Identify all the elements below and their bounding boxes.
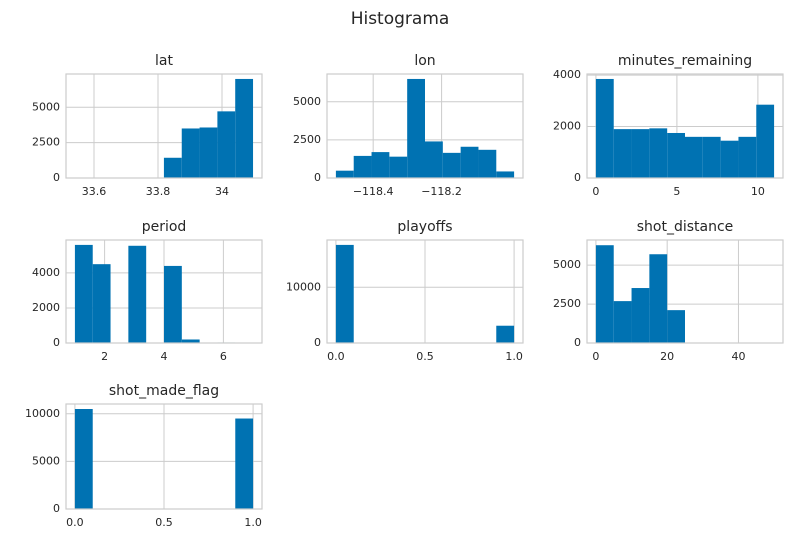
y-tick-label: 0 bbox=[53, 336, 60, 349]
bar bbox=[163, 157, 182, 178]
bar bbox=[496, 171, 515, 178]
bar bbox=[181, 339, 200, 343]
y-tick-label: 0 bbox=[314, 171, 321, 184]
axes-frame bbox=[586, 73, 784, 179]
subplot-title: lon bbox=[414, 53, 435, 69]
bar bbox=[667, 310, 685, 343]
x-tick-label: 0.0 bbox=[66, 516, 84, 529]
y-tick-label: 0 bbox=[53, 502, 60, 515]
bar bbox=[335, 170, 354, 178]
x-tick-label: 33.6 bbox=[82, 185, 107, 198]
y-tick-label: 10000 bbox=[286, 280, 321, 293]
y-tick-label: 4000 bbox=[32, 266, 60, 279]
bar bbox=[74, 409, 93, 509]
subplot-title: playoffs bbox=[397, 219, 452, 235]
bar bbox=[595, 78, 614, 178]
bar bbox=[649, 254, 668, 343]
bar bbox=[756, 104, 775, 178]
y-tick-label: 2000 bbox=[553, 120, 581, 133]
bar bbox=[631, 129, 650, 178]
bar bbox=[164, 265, 182, 343]
bar bbox=[217, 111, 236, 178]
bar bbox=[371, 152, 390, 178]
y-tick-label: 2500 bbox=[553, 297, 581, 310]
bar bbox=[702, 136, 721, 178]
x-tick-label: 34 bbox=[215, 185, 229, 198]
x-tick-label: 0 bbox=[592, 185, 599, 198]
x-tick-label: 0.5 bbox=[155, 516, 173, 529]
x-tick-label: 0.0 bbox=[327, 350, 345, 363]
bar bbox=[649, 128, 668, 178]
bar bbox=[181, 128, 200, 178]
axes-frame bbox=[65, 239, 263, 344]
y-tick-label: 0 bbox=[53, 171, 60, 184]
axes-frame bbox=[326, 73, 524, 179]
bar bbox=[92, 264, 111, 343]
bar bbox=[353, 155, 372, 178]
bar bbox=[685, 136, 703, 178]
bar bbox=[720, 140, 739, 178]
y-tick-label: 10000 bbox=[25, 407, 60, 420]
bar bbox=[335, 244, 354, 343]
bar bbox=[460, 146, 479, 178]
y-tick-label: 5000 bbox=[32, 454, 60, 467]
axes-frame bbox=[326, 239, 524, 344]
subplot-title: period bbox=[142, 219, 187, 235]
x-tick-label: 1.0 bbox=[505, 350, 523, 363]
bar bbox=[595, 245, 614, 343]
bar bbox=[496, 325, 515, 343]
bar bbox=[667, 132, 685, 178]
x-tick-label: 6 bbox=[220, 350, 227, 363]
bar bbox=[631, 288, 650, 343]
bar bbox=[442, 152, 461, 178]
bar bbox=[407, 78, 425, 178]
y-tick-label: 2000 bbox=[32, 301, 60, 314]
x-tick-label: 0.5 bbox=[416, 350, 434, 363]
x-tick-label: 5 bbox=[673, 185, 680, 198]
y-tick-label: 0 bbox=[314, 336, 321, 349]
bar bbox=[738, 136, 757, 178]
axes-frame bbox=[65, 403, 263, 510]
subplot-title: shot_distance bbox=[637, 219, 734, 235]
x-tick-label: 4 bbox=[161, 350, 168, 363]
subplot-title: minutes_remaining bbox=[618, 53, 752, 69]
y-tick-label: 0 bbox=[574, 171, 581, 184]
bar bbox=[128, 245, 147, 343]
subplot-title: shot_made_flag bbox=[109, 383, 219, 399]
x-tick-label: 33.8 bbox=[146, 185, 171, 198]
subplot-title: lat bbox=[155, 53, 173, 69]
bar bbox=[478, 149, 497, 178]
x-tick-label: −118.2 bbox=[421, 185, 462, 198]
figure-title: Histograma bbox=[351, 9, 450, 29]
axes-frame bbox=[586, 239, 784, 344]
x-tick-label: 20 bbox=[660, 350, 674, 363]
x-tick-label: 2 bbox=[101, 350, 108, 363]
y-tick-label: 5000 bbox=[553, 258, 581, 271]
y-tick-label: 0 bbox=[574, 336, 581, 349]
x-tick-label: 40 bbox=[731, 350, 745, 363]
x-tick-label: 1.0 bbox=[244, 516, 262, 529]
y-tick-label: 4000 bbox=[553, 68, 581, 81]
bar bbox=[389, 156, 408, 178]
y-tick-label: 5000 bbox=[32, 100, 60, 113]
x-tick-label: 0 bbox=[592, 350, 599, 363]
x-tick-label: −118.4 bbox=[353, 185, 394, 198]
bar bbox=[199, 127, 218, 178]
y-tick-label: 5000 bbox=[293, 95, 321, 108]
bar bbox=[235, 78, 254, 178]
axes-frame bbox=[65, 73, 263, 179]
bar bbox=[74, 244, 93, 343]
y-tick-label: 2500 bbox=[32, 136, 60, 149]
bar bbox=[613, 129, 632, 178]
y-tick-label: 2500 bbox=[293, 133, 321, 146]
bar bbox=[425, 141, 443, 178]
bar bbox=[235, 418, 254, 509]
x-tick-label: 10 bbox=[751, 185, 765, 198]
bar bbox=[613, 301, 632, 343]
